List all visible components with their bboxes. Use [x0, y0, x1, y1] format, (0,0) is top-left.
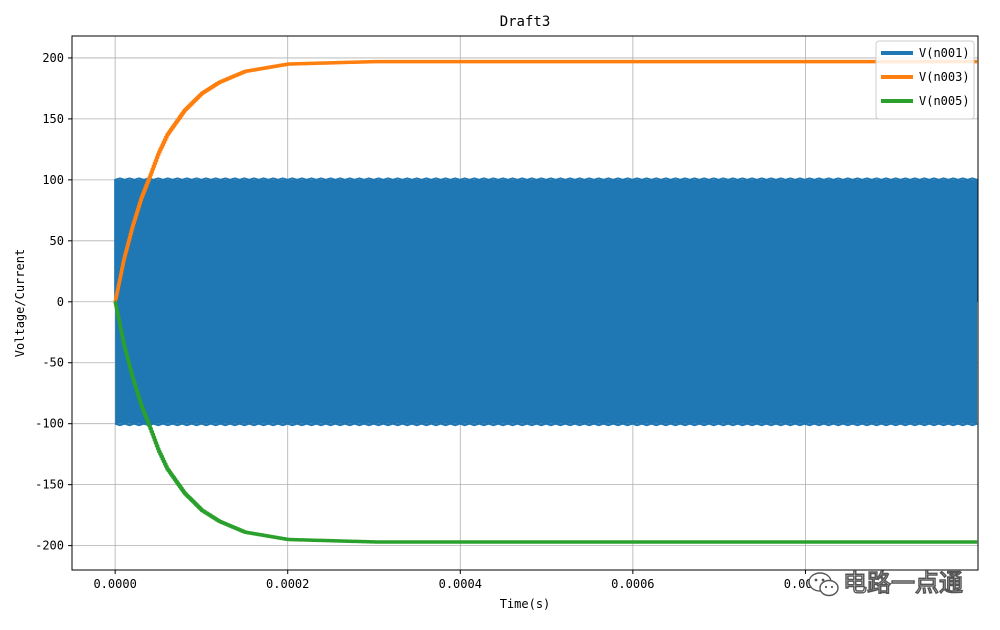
y-tick-label: 0: [57, 295, 64, 309]
series-line-v-n001-top: [114, 177, 979, 302]
y-axis-title: Voltage/Current: [13, 249, 27, 357]
x-tick-label: 0.0000: [93, 577, 136, 591]
watermark-text: 电路一点通: [843, 569, 963, 597]
series-line-v-n005: [113, 300, 978, 544]
chart-title: Draft3: [500, 14, 551, 30]
series-line-v-n001-bottom: [114, 422, 978, 427]
y-tick-label: 200: [42, 51, 64, 65]
watermark: 电路一点通: [808, 569, 963, 597]
legend-label: V(n003): [919, 70, 970, 84]
y-tick-label: 100: [42, 173, 64, 187]
x-tick-label: 0.0004: [439, 577, 482, 591]
series-line-v-n003: [113, 59, 978, 304]
y-tick-label: -50: [42, 356, 64, 370]
plot-frame: [71, 35, 979, 571]
x-tick-label: 0.0002: [266, 577, 309, 591]
legend-label: V(n001): [919, 46, 970, 60]
y-tick-label: -150: [35, 478, 64, 492]
series-layer: [113, 59, 979, 544]
y-tick-label: -200: [35, 539, 64, 553]
x-tick-label: 0.0006: [611, 577, 654, 591]
y-tick-label: 50: [50, 234, 64, 248]
series-band-v-n001: [115, 179, 978, 424]
x-axis-title: Time(s): [500, 597, 551, 611]
wechat-icon: [808, 572, 839, 597]
legend-label: V(n005): [919, 94, 970, 108]
legend: V(n001) V(n003) V(n005): [875, 40, 975, 120]
y-tick-label: -100: [35, 417, 64, 431]
y-tick-label: 150: [42, 112, 64, 126]
